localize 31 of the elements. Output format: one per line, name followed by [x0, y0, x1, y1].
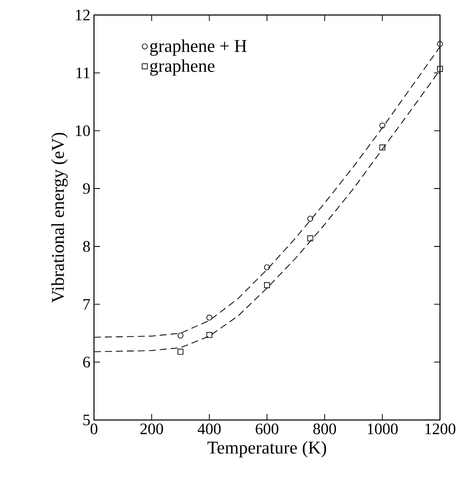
y-tick-label: 10 — [76, 125, 90, 136]
x-axis-title: Temperature (K) — [207, 441, 326, 458]
x-tick-label: 400 — [198, 424, 221, 434]
legend-label: graphene + H — [150, 39, 247, 56]
point — [264, 282, 270, 288]
x-tick-label: 1200 — [425, 424, 456, 434]
y-tick-label: 9 — [83, 183, 90, 194]
point — [307, 216, 314, 222]
x-tick-label: 800 — [313, 424, 336, 434]
point — [264, 264, 270, 270]
point — [178, 332, 184, 338]
point — [379, 122, 386, 128]
y-tick-label: 8 — [83, 241, 90, 252]
y-axis-title: Vibrational energy (eV) — [51, 132, 68, 303]
point — [379, 144, 386, 150]
point — [437, 66, 443, 72]
y-tick-label: 6 — [83, 356, 90, 368]
y-tick-label: 7 — [84, 299, 90, 310]
x-tick-label: 1000 — [368, 424, 398, 434]
legend-label: graphene — [150, 59, 214, 76]
point — [307, 235, 314, 242]
point — [206, 332, 212, 338]
point — [437, 40, 443, 47]
x-tick-label: 200 — [140, 424, 164, 434]
point — [206, 314, 212, 321]
y-tick-label: 5 — [83, 414, 90, 426]
point — [178, 348, 184, 355]
y-tick-label: 12 — [76, 10, 90, 20]
x-tick-label: 600 — [256, 424, 278, 434]
x-tick-label: 0 — [90, 424, 98, 434]
y-tick-label: 11 — [76, 68, 90, 78]
